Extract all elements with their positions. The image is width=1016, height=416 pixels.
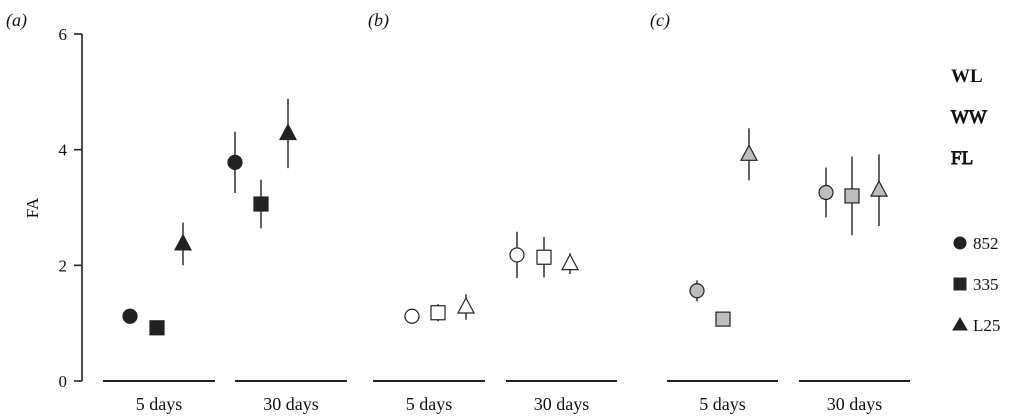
point-square-335 — [844, 188, 860, 204]
point-square-335 — [149, 320, 165, 336]
y-axis-label: FA — [23, 197, 42, 218]
y-tick-label: 6 — [59, 25, 68, 44]
point-circle-852 — [818, 184, 834, 201]
point-circle-852 — [689, 283, 705, 299]
group-label: 30 days — [534, 394, 590, 414]
point-circle-852 — [404, 308, 420, 324]
point-triangle-L25 — [457, 296, 475, 314]
legend-circle-marker — [953, 236, 967, 250]
y-tick-label: 4 — [59, 141, 68, 160]
legend-series-l25: L25 — [973, 316, 1000, 335]
legend-group-fl: FL — [951, 148, 973, 169]
point-circle-852 — [227, 154, 243, 170]
point-triangle-L25 — [174, 233, 192, 251]
y-tick-label: 0 — [59, 372, 68, 391]
point-circle-852 — [122, 308, 138, 324]
point-triangle-L25 — [561, 253, 579, 271]
point-square-335 — [715, 311, 731, 327]
group-label: 30 days — [827, 394, 883, 414]
legend-series-852: 852 — [973, 234, 999, 253]
y-tick-label: 2 — [59, 256, 68, 275]
point-triangle-L25 — [278, 123, 298, 141]
point-triangle-L25 — [870, 179, 888, 197]
legend-group-ww: WW — [951, 107, 987, 128]
point-circle-852 — [509, 247, 525, 263]
panel-label: (c) — [650, 10, 670, 31]
legend-triangle-marker — [952, 317, 968, 331]
panel-label: (a) — [6, 10, 27, 31]
panels: (a) 5 days 30 days (b) 5 days 30 days (c) 5 day… — [6, 10, 910, 414]
group-label: 30 days — [263, 394, 319, 414]
point-square-335 — [430, 305, 446, 321]
legend-group-wl: WL — [951, 66, 983, 87]
panel-0: (a) 5 days 30 days — [6, 10, 347, 414]
group-label: 5 days — [406, 394, 453, 414]
point-triangle-L25 — [740, 144, 758, 161]
group-label: 5 days — [136, 394, 183, 414]
legend-series-335: 335 — [973, 275, 999, 294]
panel-label: (b) — [368, 10, 389, 31]
point-square-335 — [536, 249, 552, 265]
panel-1: (b) 5 days 30 days — [368, 10, 617, 414]
point-square-335 — [253, 196, 269, 212]
y-ticks: 0 2 4 6 — [59, 25, 82, 391]
legend-square-marker — [953, 277, 967, 291]
legend: WL WW FL 852 335 L25 — [951, 66, 1001, 335]
panel-2: (c) 5 days 30 days — [650, 10, 910, 414]
group-label: 5 days — [699, 394, 746, 414]
